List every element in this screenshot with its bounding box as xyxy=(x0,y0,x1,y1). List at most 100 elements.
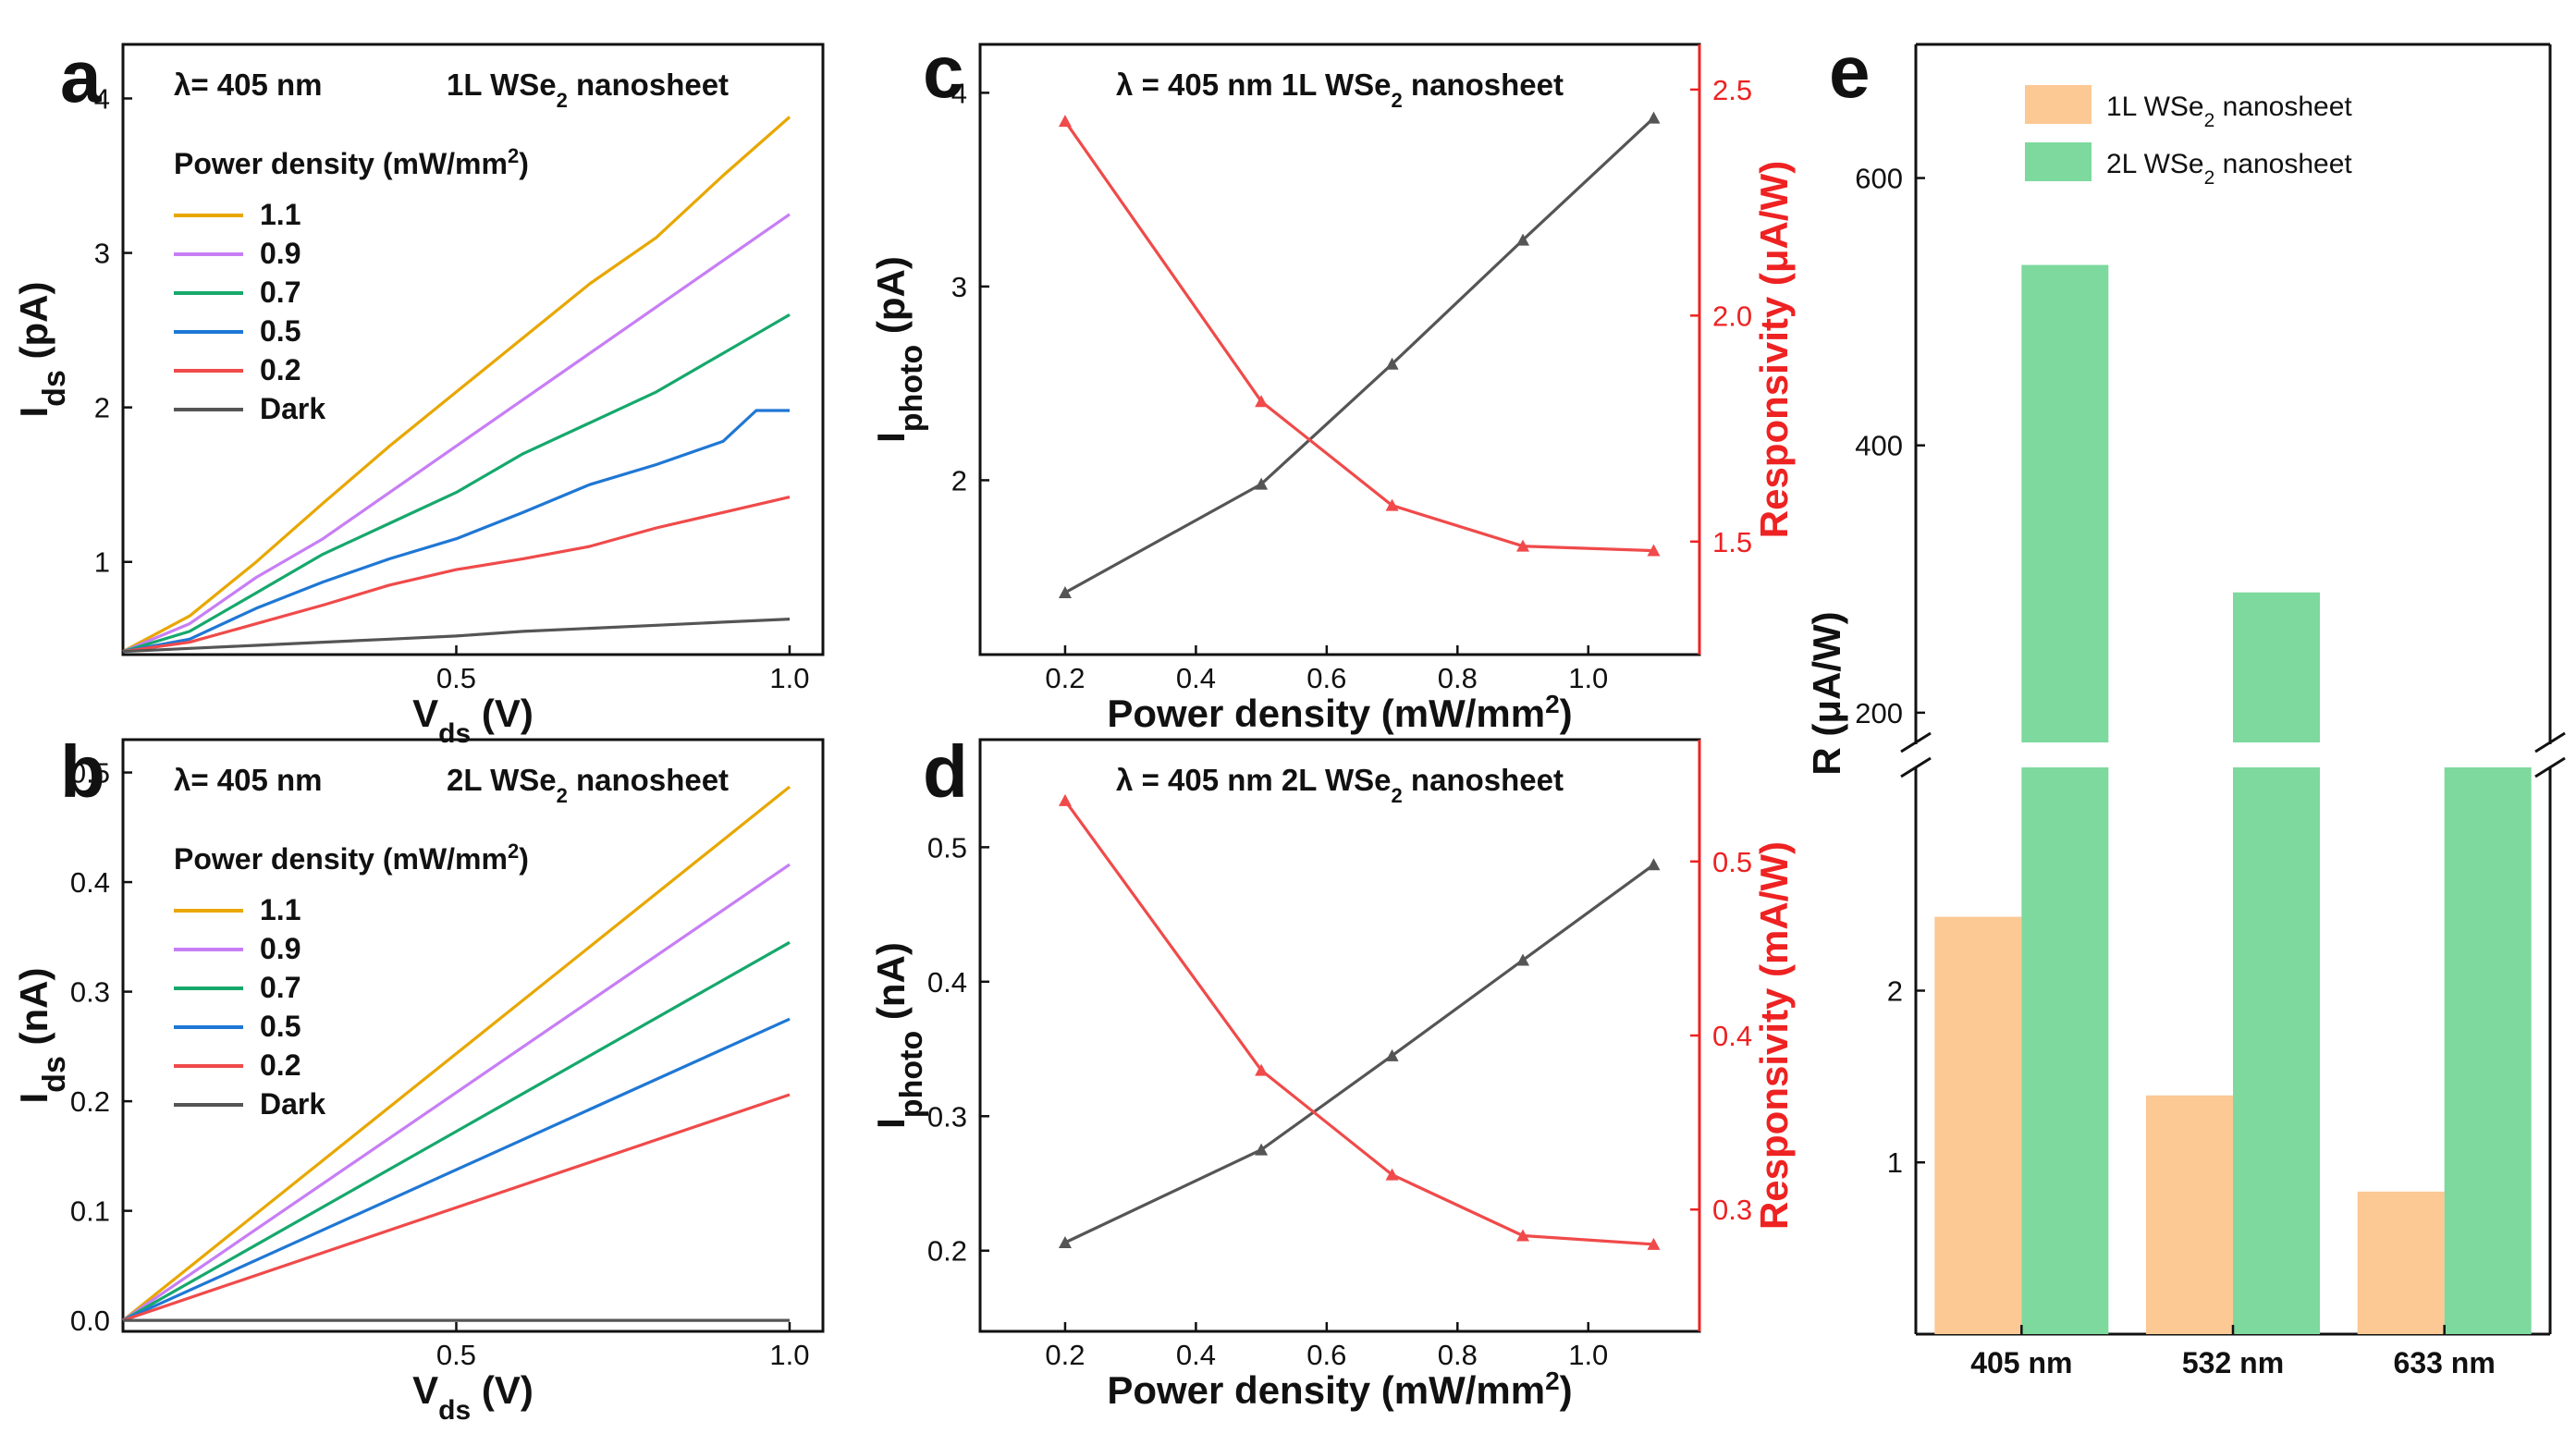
y-tick-label: 600 xyxy=(1855,163,1903,195)
x-tick-label: 0.5 xyxy=(436,1339,476,1371)
y-tick-label: 2 xyxy=(94,392,110,424)
x-label-sup: 2 xyxy=(1545,1366,1560,1395)
title-main: λ = 405 nm 2L WSe xyxy=(1116,763,1391,797)
legend-title-text: Power density (mW/mm xyxy=(174,147,508,180)
y-tick-label: 4 xyxy=(951,77,967,109)
legend-label-0.5: 0.5 xyxy=(260,314,301,348)
series-line-Dark xyxy=(122,618,791,654)
panel-letter-e: e xyxy=(1829,31,1871,113)
x-axis-label: Power density (mW/mm2) xyxy=(1107,1366,1572,1413)
data-point-Responsivity xyxy=(1058,115,1072,128)
y-label-unit: (pA) xyxy=(869,256,913,345)
data-point-Iphoto xyxy=(1516,233,1530,246)
legend-label-0.7: 0.7 xyxy=(260,971,301,1004)
series-line-0.7 xyxy=(122,313,791,654)
y-label-main: I xyxy=(869,432,913,443)
y-label-sub: ds xyxy=(37,1056,72,1093)
y-tick-label: 0.0 xyxy=(70,1305,110,1337)
panel-letter-d: d xyxy=(923,730,968,813)
x-label-unit: (V) xyxy=(471,1368,534,1412)
legend-label-0.9: 0.9 xyxy=(260,932,301,965)
title-sub: 2 xyxy=(1392,89,1403,112)
x-tick-label: 0.2 xyxy=(1045,662,1085,694)
panel-title: λ = 405 nm 1L WSe2 nanosheet xyxy=(1116,67,1564,112)
axis-break-mark xyxy=(1900,731,1932,754)
legend-name: 2L WSe xyxy=(2106,149,2204,179)
legend-title-text: Power density (mW/mm xyxy=(174,842,508,876)
title-wavelength: λ= 405 nm xyxy=(174,67,323,102)
data-point-Responsivity xyxy=(1647,544,1661,557)
series-line-0.9 xyxy=(122,213,791,654)
y2-tick-label: 2.5 xyxy=(1712,74,1752,106)
legend-swatch-1 xyxy=(2025,142,2091,181)
series-line-0.5 xyxy=(122,409,790,654)
title-rest: nanosheet xyxy=(1403,67,1564,102)
axis-break-mark xyxy=(2534,756,2566,778)
legend-label-Dark: Dark xyxy=(260,392,325,425)
data-point-Responsivity xyxy=(1516,539,1530,552)
data-point-Iphoto xyxy=(1058,585,1072,598)
series-line-Responsivity xyxy=(1063,120,1654,553)
panel-title: λ = 405 nm 2L WSe2 nanosheet xyxy=(1116,763,1564,807)
panel-title-wavelength: λ= 405 nm xyxy=(174,67,323,102)
y-axis-label: Ids (nA) xyxy=(12,968,72,1104)
legend-title-end: ) xyxy=(519,842,529,876)
y2-tick-label: 0.3 xyxy=(1712,1194,1752,1226)
panel-c: 0.2 0.4 0.6 0.8 1.0 2 3 4 1.5 2.0 2.5 λ = 405 nm 1L… xyxy=(869,43,1796,735)
x-axis-label: Vds (V) xyxy=(412,692,534,749)
y-label-main: I xyxy=(12,1093,55,1104)
y-tick-label: 200 xyxy=(1855,697,1903,729)
plot-frame xyxy=(121,43,825,656)
title-rest: nanosheet xyxy=(1403,763,1564,797)
legend-sub: 2 xyxy=(2204,110,2215,131)
legend-label-0.2: 0.2 xyxy=(260,353,301,386)
title-sub: 2 xyxy=(557,89,568,112)
y-label-sub: photo xyxy=(894,1031,929,1118)
bar-2L-lower-633 nm xyxy=(2444,767,2532,1334)
data-point-Responsivity xyxy=(1385,1168,1399,1181)
y-tick-label: 0.5 xyxy=(70,757,110,790)
x-tick-label: 0.5 xyxy=(436,662,476,694)
legend-label-0.9: 0.9 xyxy=(260,237,301,270)
y2-axis-label: Responsivity (μA/W) xyxy=(1752,161,1796,538)
title-material: 2L WSe xyxy=(447,763,557,797)
title-wavelength: λ= 405 nm xyxy=(174,763,323,797)
data-point-Iphoto xyxy=(1255,477,1269,490)
x-label-sub: ds xyxy=(438,718,471,749)
y-tick-label: 0.2 xyxy=(70,1085,110,1118)
x-label-end: ) xyxy=(1560,1368,1573,1412)
x-tick-label: 405 nm xyxy=(1970,1346,2072,1379)
y-tick-label: 3 xyxy=(94,238,110,270)
plot-frame xyxy=(978,43,1701,656)
series-line-1.1 xyxy=(122,116,791,654)
legend-label-0.7: 0.7 xyxy=(260,276,301,309)
y-tick-label: 1 xyxy=(94,546,110,579)
y-tick-label: 4 xyxy=(94,82,110,115)
y-axis-label: Iphoto (pA) xyxy=(869,256,929,443)
x-tick-label: 0.6 xyxy=(1306,662,1346,694)
panel-title-material: 2L WSe2 nanosheet xyxy=(447,763,729,807)
title-main: λ = 405 nm 1L WSe xyxy=(1116,67,1391,102)
data-point-Responsivity xyxy=(1647,1237,1661,1250)
y2-axis-label: Responsivity (mA/W) xyxy=(1752,841,1796,1230)
legend-title-end: ) xyxy=(519,147,529,180)
y-label-unit: (nA) xyxy=(12,968,55,1057)
bar-2L-upper-532 nm xyxy=(2233,592,2320,742)
legend-rest: nanosheet xyxy=(2214,149,2352,179)
data-point-Iphoto xyxy=(1385,1048,1399,1061)
y-tick-label: 0.2 xyxy=(927,1235,967,1268)
data-point-Iphoto xyxy=(1647,858,1661,871)
data-point-Responsivity xyxy=(1255,1063,1269,1076)
y-label-unit: (nA) xyxy=(869,942,913,1031)
x-label-sup: 2 xyxy=(1545,690,1560,718)
x-label-main: Power density (mW/mm xyxy=(1107,692,1545,735)
y-tick-label: 2 xyxy=(1887,974,1903,1007)
title-sub: 2 xyxy=(557,784,568,807)
title-sub: 2 xyxy=(1392,784,1403,807)
panel-title-wavelength: λ= 405 nm xyxy=(174,763,323,797)
legend-title-sup: 2 xyxy=(508,144,519,167)
y-tick-label: 0.1 xyxy=(70,1195,110,1228)
series-line-1.1 xyxy=(122,785,791,1322)
panel-title-material: 1L WSe2 nanosheet xyxy=(447,67,729,112)
panel-letter-c: c xyxy=(923,31,964,113)
